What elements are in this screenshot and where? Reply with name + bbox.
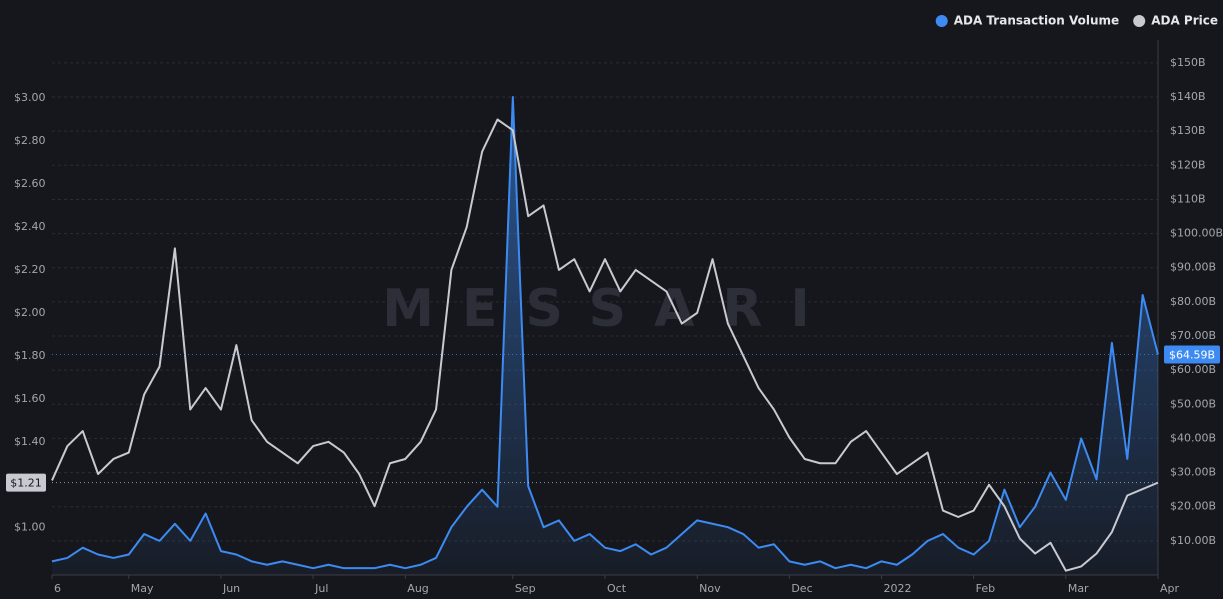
x-tick-label: Jun (222, 582, 240, 595)
line (51, 96, 1159, 570)
x-tick-label: Jul (314, 582, 328, 595)
x-tick-label: 6 (54, 582, 61, 595)
y-tick-label: $2.00 (14, 306, 46, 319)
x-tick-label: May (131, 582, 154, 595)
legend-label: ADA Price (1151, 14, 1218, 28)
annotation-box (6, 473, 46, 492)
y2-tick-label: $10.00B (1170, 534, 1216, 547)
y2-tick-label: $50.00B (1170, 397, 1216, 410)
area (52, 97, 1158, 575)
annotation-label: $64.59B (1169, 348, 1215, 361)
watermark: MESSARI (382, 279, 837, 339)
y2-tick-label: $140B (1170, 90, 1206, 103)
y2-tick-label: $20.00B (1170, 500, 1216, 513)
x-tick-label: 2022 (884, 582, 912, 595)
legend-swatch (935, 15, 948, 27)
y2-tick-label: $100.00B (1170, 227, 1223, 240)
legend-label: ADA Transaction Volume (954, 14, 1119, 28)
y2-tick-label: $80.00B (1170, 295, 1216, 308)
x-tick-label: Nov (699, 582, 721, 595)
y-tick-label: $2.60 (14, 177, 46, 190)
x-tick-label: Oct (607, 582, 627, 595)
y-tick-label: $1.80 (14, 349, 46, 362)
y-tick-label: $3.00 (14, 91, 46, 104)
x-tick-label: Aug (407, 582, 428, 595)
y2-tick-label: $120B (1170, 158, 1206, 171)
y2-tick-label: $30.00B (1170, 466, 1216, 479)
y2-tick-label: $110B (1170, 192, 1206, 205)
annotation-box (1164, 345, 1220, 364)
y-tick-label: $1.60 (14, 392, 46, 405)
y-tick-label: $2.40 (14, 220, 46, 233)
legend-swatch (1133, 15, 1146, 27)
y2-tick-label: $150B (1170, 56, 1206, 69)
annotation-label: $1.21 (10, 477, 42, 490)
x-tick-label: Sep (515, 582, 536, 595)
x-tick-label: Mar (1068, 582, 1089, 595)
x-tick-label: Dec (791, 582, 812, 595)
y2-tick-label: $60.00B (1170, 363, 1216, 376)
y-tick-label: $1.40 (14, 435, 46, 448)
x-tick-label: Feb (976, 582, 995, 595)
y-tick-label: $1.00 (14, 521, 46, 534)
y-tick-label: $2.20 (14, 263, 46, 276)
y2-tick-label: $70.00B (1170, 329, 1216, 342)
y2-tick-label: $90.00B (1170, 261, 1216, 274)
y2-tick-label: $40.00B (1170, 431, 1216, 444)
legend: ADA Price ADA Transaction Volume (935, 14, 1218, 28)
y-tick-label: $2.80 (14, 134, 46, 147)
y2-tick-label: $130B (1170, 124, 1206, 137)
x-tick-label: Apr (1160, 582, 1180, 595)
line (51, 118, 1159, 572)
